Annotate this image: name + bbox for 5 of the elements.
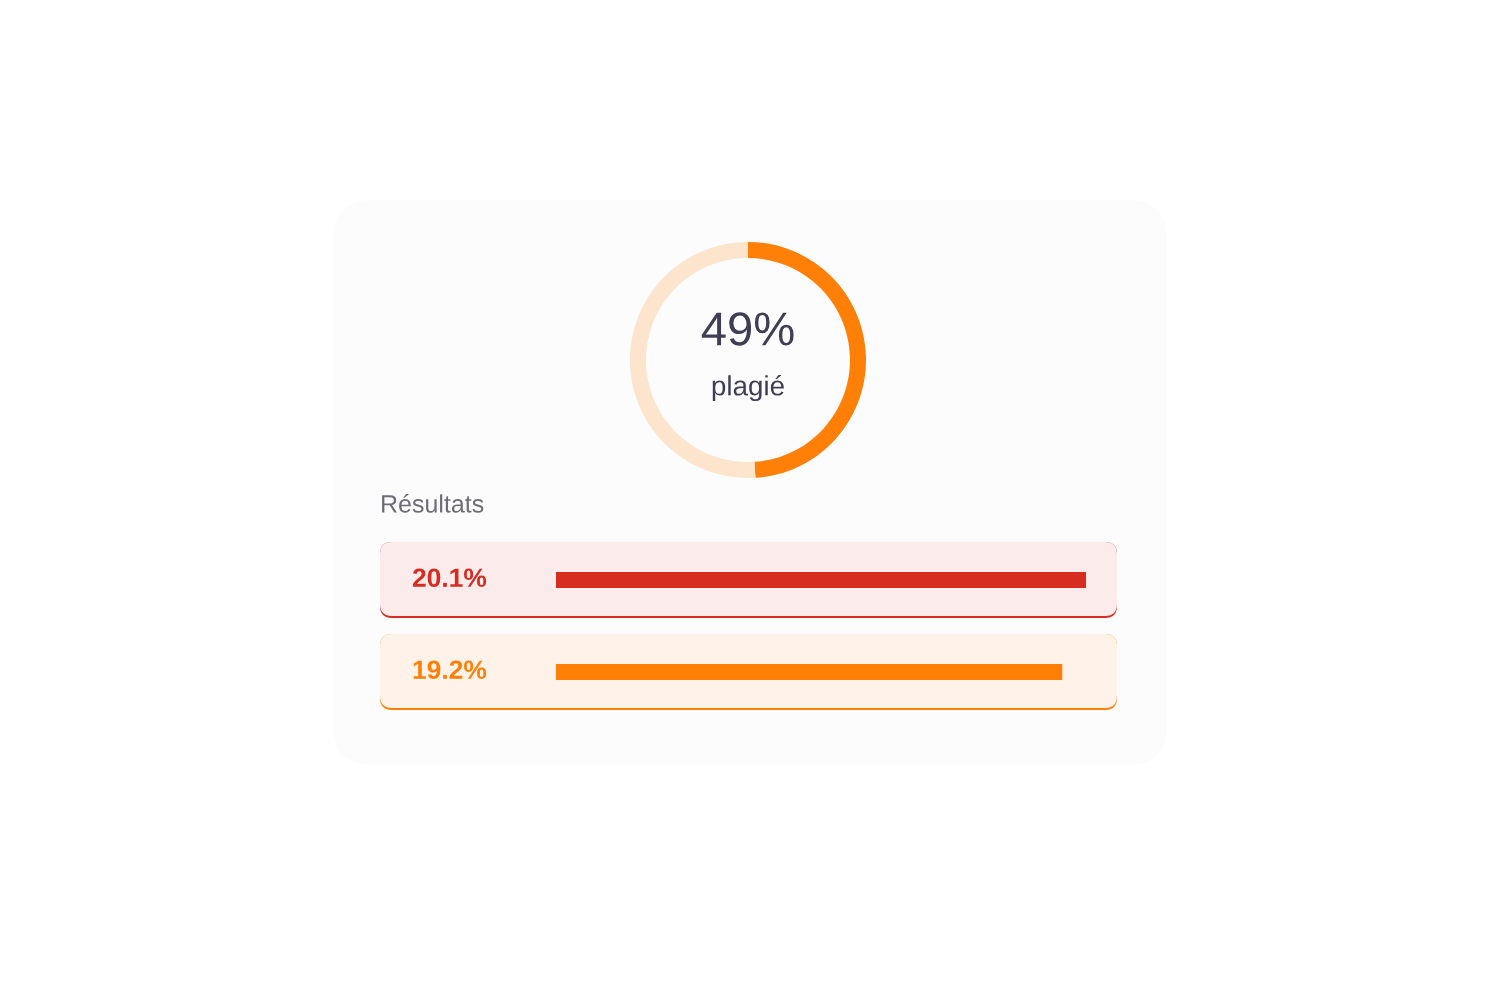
data-label: 20.1% bbox=[412, 568, 487, 588]
data-label: 49% bbox=[701, 312, 794, 346]
data-label: 19.2% bbox=[413, 660, 487, 680]
slice-label: plagié bbox=[712, 374, 784, 402]
chart-title: Résultats bbox=[382, 494, 484, 513]
